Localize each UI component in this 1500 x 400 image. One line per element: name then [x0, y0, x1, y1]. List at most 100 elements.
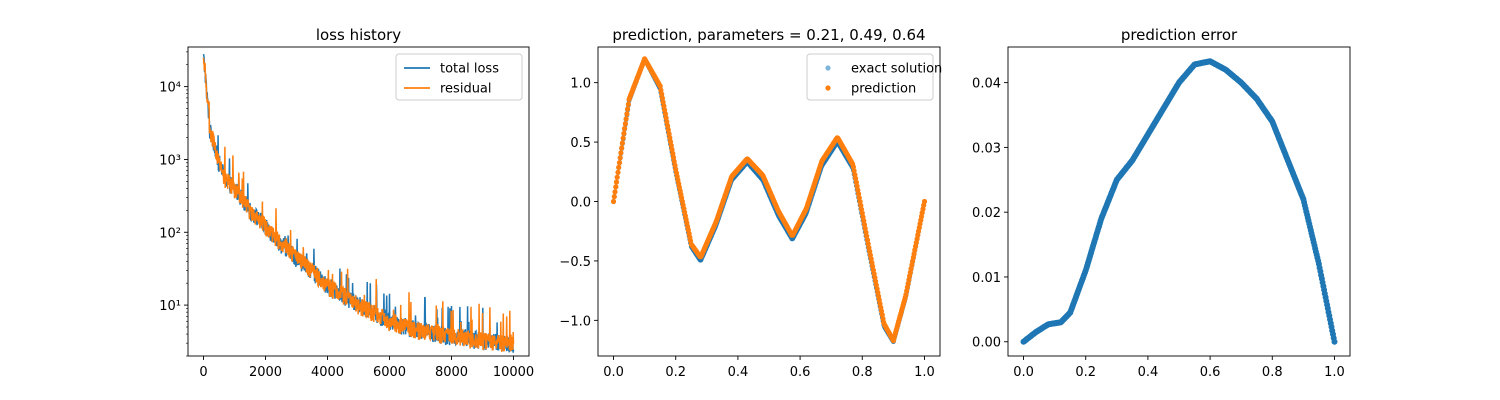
data-point — [668, 143, 674, 149]
data-point — [618, 150, 624, 156]
x-tick-label: 6000 — [373, 365, 406, 380]
data-point — [856, 191, 862, 197]
legend-label: exact solution — [851, 62, 942, 77]
data-point — [657, 83, 663, 89]
data-point — [663, 115, 669, 121]
data-point — [669, 147, 675, 153]
data-point — [625, 106, 631, 112]
data-point — [623, 116, 629, 122]
subplot-title: loss history — [316, 26, 401, 44]
data-point — [622, 121, 629, 127]
data-point — [611, 194, 617, 200]
data-point — [615, 169, 621, 175]
data-layer — [610, 56, 928, 345]
data-point — [864, 233, 870, 239]
y-tick-label: 10¹ — [159, 299, 181, 314]
data-point — [614, 174, 620, 180]
y-tick-label: 0.04 — [972, 77, 1001, 92]
data-point — [661, 103, 667, 109]
data-point — [857, 199, 863, 205]
x-tick-label: 0 — [199, 365, 207, 380]
x-tick-label: 4000 — [311, 365, 344, 380]
legend-label: residual — [440, 82, 492, 97]
data-point — [622, 125, 628, 132]
y-tick-label: 0.00 — [972, 336, 1001, 351]
x-tick-label: 8000 — [435, 365, 468, 380]
axes-frame — [1007, 46, 1351, 357]
legend-box — [806, 53, 934, 101]
y-tick-label: 0.02 — [972, 206, 1001, 221]
y-tick-label: 1.0 — [570, 77, 591, 92]
data-point — [921, 198, 928, 205]
data-point — [664, 119, 670, 125]
data-point — [665, 127, 671, 133]
data-point — [659, 91, 665, 97]
x-tick-label: 0.4 — [1138, 365, 1159, 380]
data-point — [666, 131, 672, 137]
y-tick-label: 0.03 — [972, 141, 1001, 156]
series-line-residual — [202, 57, 515, 352]
x-tick-label: 0.4 — [728, 365, 749, 380]
axes-frame — [187, 46, 530, 357]
series-prediction — [610, 56, 928, 344]
x-tick-label: 1.0 — [914, 365, 935, 380]
legend: exact solution prediction — [806, 53, 942, 101]
data-point — [859, 210, 865, 216]
data-point — [621, 130, 627, 136]
data-point — [619, 145, 625, 151]
data-point — [613, 179, 620, 185]
data-point — [670, 154, 677, 161]
subplot-title: prediction, parameters = 0.21, 0.49, 0.6… — [612, 26, 925, 44]
data-point — [625, 101, 632, 107]
data-point — [658, 87, 664, 93]
data-point — [610, 198, 617, 205]
x-tick-label: 0.0 — [603, 365, 624, 380]
subplot-title: prediction error — [1121, 26, 1238, 44]
x-tick-label: 0.6 — [790, 365, 811, 380]
data-point — [612, 189, 618, 195]
y-tick-label: 10⁴ — [159, 81, 181, 96]
data-point — [619, 140, 626, 146]
legend-swatch-marker — [825, 65, 831, 71]
data-point — [620, 135, 626, 141]
data-point — [660, 99, 666, 105]
x-tick-label: 1.0 — [1324, 365, 1345, 380]
subplot-1: 0 2000 4000 6000 8000 10000 10¹ 10² 10³ 10⁴ loss h… — [159, 26, 534, 380]
series-error — [1020, 58, 1338, 345]
y-tick-label: −1.0 — [559, 314, 591, 329]
subplot-2: 0.0 0.2 0.4 0.6 0.8 1.0 −1.0 −0.5 0.0 0.5 1.0 predi… — [559, 26, 942, 380]
data-point — [853, 175, 859, 182]
legend-swatch-marker — [825, 85, 831, 91]
x-tick-label: 0.6 — [1200, 365, 1221, 380]
data-point — [667, 135, 673, 141]
x-tick-label: 0.8 — [1262, 365, 1283, 380]
x-tick-label: 2000 — [249, 365, 282, 380]
y-tick-label: 10³ — [159, 153, 181, 168]
data-point — [671, 158, 677, 165]
data-point — [662, 111, 669, 117]
data-layer — [202, 53, 515, 353]
data-point — [851, 168, 857, 174]
data-point — [659, 95, 666, 101]
legend-label: prediction — [851, 82, 916, 97]
data-point — [862, 225, 868, 232]
x-tick-label: 0.0 — [1013, 365, 1034, 380]
data-point — [613, 184, 619, 190]
data-point — [616, 160, 623, 166]
y-tick-label: −0.5 — [559, 255, 591, 270]
legend: total loss residual — [395, 53, 523, 101]
x-tick-label: 0.2 — [1075, 365, 1096, 380]
data-point — [662, 107, 668, 113]
y-tick-label: 0.0 — [570, 196, 591, 211]
x-tick-label: 0.8 — [852, 365, 873, 380]
y-tick-label: 0.5 — [570, 136, 591, 151]
x-tick-label: 0.2 — [665, 365, 686, 380]
data-point — [667, 139, 674, 145]
data-point — [616, 164, 622, 170]
data-point — [1331, 338, 1338, 345]
data-point — [665, 123, 671, 129]
data-point — [624, 111, 630, 117]
data-point — [670, 151, 676, 157]
data-point — [672, 162, 678, 168]
